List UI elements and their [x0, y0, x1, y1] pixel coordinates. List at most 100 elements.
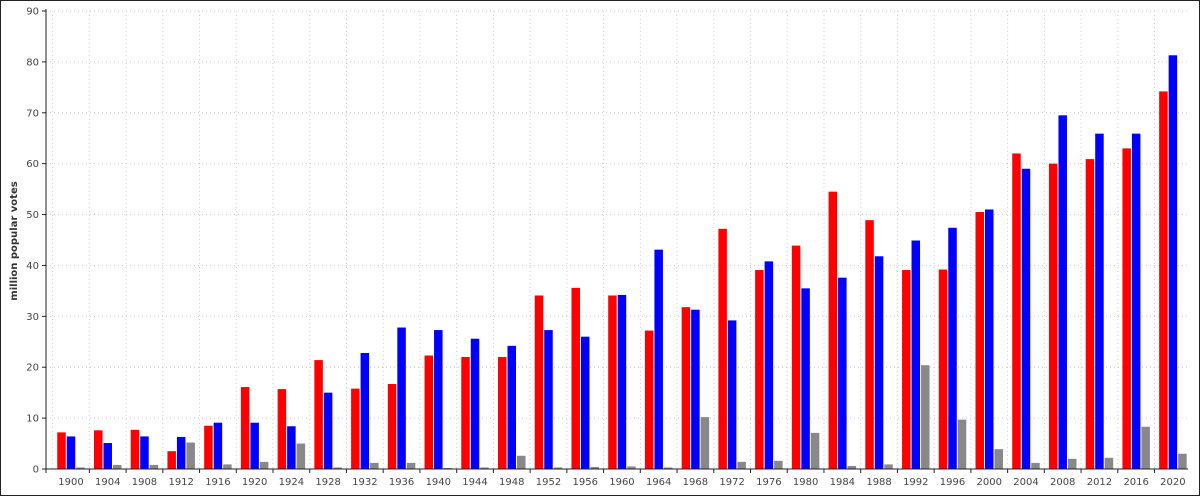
- bar-1916-s3: [223, 464, 232, 469]
- x-tick-label: 1904: [95, 477, 120, 488]
- y-tick-label: 90: [26, 7, 39, 18]
- bar-1960-s1: [608, 295, 617, 469]
- bar-1952-s1: [534, 295, 544, 469]
- grid-lines: [46, 10, 1188, 469]
- bar-1940-s3: [443, 467, 453, 469]
- bar-2016-s3: [1141, 426, 1150, 469]
- bar-1932-s3: [370, 462, 379, 469]
- bar-1900-s1: [57, 432, 66, 469]
- bar-1964-s2: [654, 249, 663, 469]
- x-tick-label: 1920: [242, 477, 267, 488]
- x-tick-label: 1952: [536, 477, 561, 488]
- bar-2008-s1: [1048, 163, 1058, 469]
- bar-1972-s3: [737, 461, 746, 469]
- bar-1908-s1: [130, 429, 140, 469]
- x-tick-label: 1988: [866, 477, 891, 488]
- bar-1932-s2: [360, 352, 370, 469]
- bar-1968-s1: [681, 307, 691, 469]
- x-tick-label: 1940: [426, 477, 451, 488]
- bar-1968-s3: [700, 417, 710, 469]
- x-tick-label: 1908: [132, 477, 157, 488]
- bar-1908-s2: [140, 436, 149, 469]
- bar-1924-s3: [296, 443, 306, 469]
- bar-1924-s1: [277, 389, 287, 469]
- y-axis-title: million popular votes: [9, 181, 20, 300]
- bar-1908-s3: [149, 464, 159, 469]
- bar-1984-s1: [828, 191, 838, 469]
- x-tick-label: 1972: [719, 477, 744, 488]
- y-tick-label: 0: [33, 465, 39, 476]
- x-tick-label: 1948: [499, 477, 524, 488]
- bar-1988-s3: [884, 464, 893, 469]
- x-tick-label: 2004: [1013, 477, 1038, 488]
- bar-1992-s3: [921, 365, 930, 469]
- bar-1904-s1: [93, 430, 103, 469]
- bars-group: [57, 55, 1187, 470]
- bar-1964-s1: [644, 330, 654, 469]
- x-tick-label: 2000: [977, 477, 1002, 488]
- bar-1972-s2: [727, 320, 737, 469]
- bar-1940-s1: [424, 355, 434, 469]
- bar-1920-s1: [240, 387, 250, 469]
- bar-1992-s2: [911, 240, 921, 469]
- y-tick-label: 20: [26, 363, 39, 374]
- bar-1960-s2: [617, 294, 627, 469]
- bar-2004-s3: [1031, 462, 1040, 469]
- bar-1948-s1: [498, 357, 507, 469]
- bar-1928-s2: [323, 392, 333, 469]
- x-tick-label: 1960: [609, 477, 634, 488]
- x-tick-label: 1976: [756, 477, 781, 488]
- bar-1960-s3: [627, 466, 636, 469]
- bar-1916-s2: [213, 422, 223, 469]
- bar-1984-s2: [838, 277, 847, 469]
- x-tick-label: 1912: [168, 477, 193, 488]
- bar-1944-s3: [480, 467, 489, 469]
- bar-1912-s2: [176, 436, 186, 469]
- x-tick-label: 1992: [903, 477, 928, 488]
- bar-2016-s2: [1131, 133, 1141, 470]
- bar-2020-s2: [1168, 55, 1178, 469]
- bar-1976-s3: [774, 460, 783, 469]
- bar-1900-s3: [76, 467, 85, 469]
- bar-1912-s1: [167, 451, 176, 469]
- bar-1904-s2: [103, 443, 112, 469]
- x-tick-label: 2016: [1123, 477, 1148, 488]
- bar-1980-s1: [791, 245, 801, 469]
- x-tick-label: 2012: [1087, 477, 1112, 488]
- x-tick-label: 1924: [279, 477, 304, 488]
- bar-1976-s1: [755, 270, 764, 469]
- bar-1968-s2: [691, 309, 700, 469]
- bar-1900-s2: [66, 436, 76, 469]
- bar-1940-s2: [434, 330, 443, 469]
- bar-1996-s1: [938, 269, 948, 469]
- bar-1952-s3: [553, 467, 563, 469]
- x-tick-label: 1916: [205, 477, 230, 488]
- bar-1952-s2: [544, 330, 553, 469]
- bar-1920-s2: [250, 422, 259, 469]
- x-tick-label: 1996: [940, 477, 965, 488]
- bar-2000-s2: [985, 209, 994, 469]
- bar-1920-s3: [259, 461, 269, 469]
- bar-1944-s2: [470, 338, 480, 469]
- x-tick-label: 1964: [646, 477, 671, 488]
- y-tick-label: 60: [26, 159, 39, 170]
- bar-1956-s3: [590, 466, 599, 469]
- bar-1912-s3: [186, 442, 195, 469]
- y-tick-label: 10: [26, 414, 39, 425]
- bar-1928-s1: [314, 360, 323, 469]
- bar-2004-s2: [1021, 168, 1031, 469]
- bar-1996-s3: [957, 419, 967, 469]
- bar-1984-s3: [847, 465, 857, 469]
- x-tick-label: 1956: [572, 477, 597, 488]
- bar-1976-s2: [764, 261, 774, 469]
- x-tick-label: 1944: [462, 477, 487, 488]
- x-tick-label: 1900: [58, 477, 83, 488]
- bar-2008-s3: [1067, 458, 1077, 469]
- bar-1944-s1: [461, 357, 470, 469]
- bar-2008-s2: [1058, 115, 1067, 470]
- x-tick-label: 1984: [830, 477, 855, 488]
- y-tick-label: 50: [26, 210, 39, 221]
- y-tick-label: 70: [26, 108, 39, 119]
- bar-1972-s1: [718, 228, 727, 469]
